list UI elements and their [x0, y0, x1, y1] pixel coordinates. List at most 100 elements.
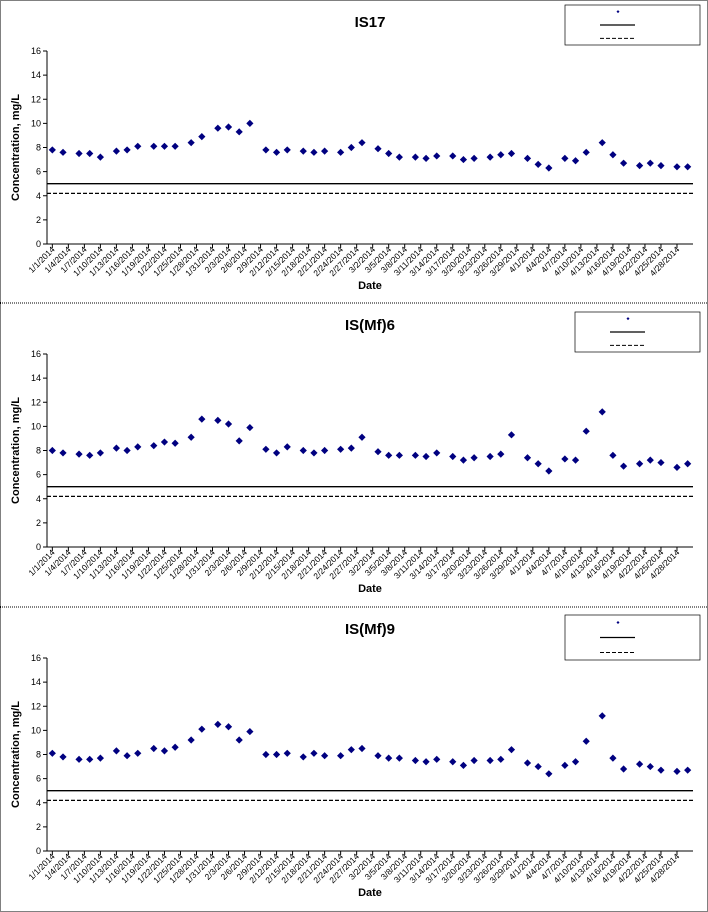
data-point: [459, 761, 468, 769]
data-point: [86, 755, 94, 763]
data-point: [374, 752, 382, 760]
data-point: [150, 442, 158, 450]
y-tick-label: 4: [36, 191, 41, 201]
data-point: [657, 161, 665, 170]
data-point: [59, 449, 67, 457]
data-point: [246, 423, 254, 432]
data-point: [497, 151, 505, 159]
data-point: [646, 159, 654, 167]
data-point: [598, 408, 606, 416]
data-point: [283, 749, 291, 757]
y-tick-label: 2: [36, 518, 41, 528]
data-point: [411, 451, 419, 459]
data-point: [235, 736, 243, 744]
data-point: [486, 756, 494, 765]
y-tick-label: 12: [31, 701, 41, 711]
data-point: [310, 749, 318, 757]
data-point: [246, 727, 254, 736]
data-point: [449, 452, 457, 461]
data-point: [673, 163, 681, 171]
legend-marker: [616, 621, 620, 624]
y-tick-label: 14: [31, 70, 41, 80]
data-point: [646, 762, 654, 771]
legend-marker: [626, 317, 630, 321]
data-point: [374, 145, 382, 153]
data-point: [299, 753, 307, 761]
chart-title: IS(Mf)9: [345, 621, 395, 638]
data-point: [299, 446, 307, 455]
data-point: [246, 119, 254, 127]
data-point: [646, 456, 654, 464]
y-tick-label: 4: [36, 798, 41, 808]
data-point: [272, 750, 281, 759]
data-point: [321, 752, 329, 760]
y-tick-label: 8: [36, 446, 41, 456]
data-point: [283, 443, 291, 451]
data-point: [459, 456, 468, 464]
data-point: [337, 148, 345, 156]
data-point: [214, 416, 222, 424]
y-tick-label: 0: [36, 239, 41, 249]
data-point: [395, 451, 403, 459]
y-tick-label: 4: [36, 494, 41, 504]
data-point: [459, 155, 468, 164]
data-point: [582, 427, 590, 435]
x-axis-title: Date: [358, 280, 382, 292]
data-point: [262, 146, 270, 154]
data-point: [470, 154, 478, 162]
data-point: [545, 770, 553, 778]
y-axis-title: Concentration, mg/L: [10, 94, 22, 201]
data-point: [112, 147, 121, 155]
y-tick-label: 14: [31, 373, 41, 383]
data-point: [59, 148, 67, 156]
y-tick-label: 12: [31, 94, 41, 104]
y-tick-label: 10: [31, 725, 41, 735]
chart-title: IS17: [355, 14, 386, 31]
data-point: [171, 142, 179, 150]
data-point: [86, 451, 94, 459]
y-tick-label: 10: [31, 421, 41, 431]
x-axis-title: Date: [358, 887, 382, 899]
data-point: [582, 148, 590, 156]
data-point: [160, 747, 169, 755]
data-point: [123, 446, 131, 455]
data-point: [534, 160, 542, 168]
data-point: [310, 449, 318, 457]
data-point: [214, 720, 222, 728]
data-point: [171, 743, 179, 751]
data-point: [235, 128, 243, 136]
data-point: [598, 139, 606, 147]
data-point: [609, 451, 617, 459]
data-point: [609, 754, 617, 762]
y-tick-label: 2: [36, 822, 41, 832]
data-point: [470, 454, 478, 462]
y-tick-label: 12: [31, 397, 41, 407]
data-point: [673, 767, 681, 775]
data-point: [150, 142, 158, 150]
data-point: [358, 139, 366, 147]
y-tick-label: 6: [36, 774, 41, 784]
data-point: [534, 762, 542, 771]
data-point: [422, 452, 430, 461]
data-point: [636, 460, 644, 468]
data-point: [214, 124, 222, 132]
y-tick-label: 8: [36, 143, 41, 153]
x-axis-title: Date: [358, 583, 382, 595]
data-point: [59, 753, 67, 761]
data-point: [657, 458, 665, 467]
legend-marker: [616, 10, 620, 14]
data-point: [198, 133, 206, 141]
data-point: [160, 142, 169, 150]
data-point: [619, 159, 628, 167]
data-point: [262, 750, 270, 759]
y-tick-label: 0: [36, 846, 41, 856]
data-point: [395, 754, 403, 762]
chart-title: IS(Mf)6: [345, 317, 395, 334]
data-point: [561, 761, 569, 769]
data-point: [299, 147, 307, 155]
data-point: [422, 154, 430, 162]
data-point: [96, 754, 104, 762]
y-tick-label: 8: [36, 750, 41, 760]
data-point: [619, 765, 628, 773]
